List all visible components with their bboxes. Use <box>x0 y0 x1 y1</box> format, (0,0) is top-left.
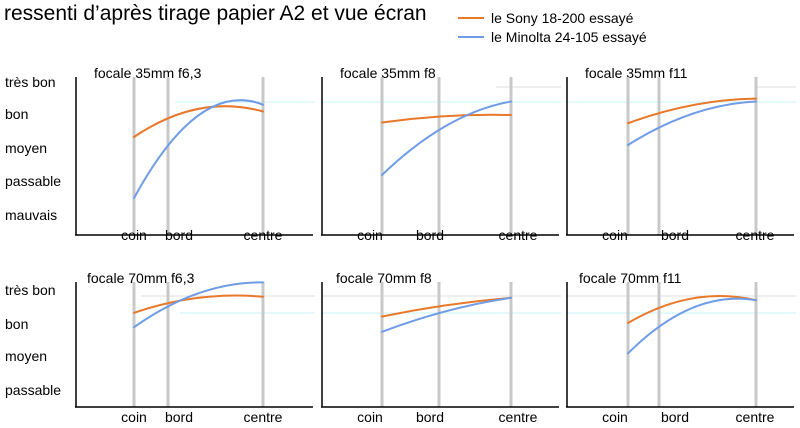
minolta-curve <box>381 100 512 176</box>
sony-curve <box>133 105 264 138</box>
panel-70mm-f8: focale 70mm f8 coin bord centre <box>321 270 561 428</box>
x-tick-bord: bord <box>415 227 445 243</box>
x-tick-centre: centre <box>243 227 283 243</box>
legend: le Sony 18-200 essayé le Minolta 24-105 … <box>458 8 647 46</box>
legend-item-sony: le Sony 18-200 essayé <box>458 8 647 27</box>
x-tick-bord: bord <box>660 227 690 243</box>
sony-curve <box>627 295 757 324</box>
y-label-moyen: moyen <box>5 140 48 156</box>
panel-35mm-f11: focale 35mm f11 coin bord centre <box>566 65 796 250</box>
y-label-tres-bon: très bon <box>5 74 56 90</box>
x-tick-coin: coin <box>602 227 628 243</box>
minolta-curve <box>627 100 757 146</box>
x-tick-centre: centre <box>735 409 775 425</box>
panel-title: focale 35mm f6,3 <box>94 65 202 81</box>
minolta-curve <box>627 297 757 355</box>
panel-70mm-f6-3: focale 70mm f6,3 coin bord centre <box>75 270 315 428</box>
x-tick-centre: centre <box>243 409 283 425</box>
panel-title: focale 70mm f11 <box>579 270 682 286</box>
sony-curve <box>381 113 512 124</box>
panel-plot <box>321 77 561 236</box>
x-tick-bord: bord <box>415 409 445 425</box>
legend-swatch-sony <box>458 16 484 19</box>
y-label-bon: bon <box>5 106 29 122</box>
x-tick-coin: coin <box>357 227 383 243</box>
x-tick-coin: coin <box>121 227 147 243</box>
chart-title: ressenti d’après tirage papier A2 et vue… <box>4 2 427 25</box>
y-label-tres-bon-2: très bon <box>5 282 56 298</box>
panel-70mm-f11: focale 70mm f11 coin bord centre <box>566 270 796 428</box>
y-label-mauvais: mauvais <box>5 207 58 223</box>
minolta-curve <box>133 99 264 200</box>
x-tick-coin: coin <box>357 409 383 425</box>
x-tick-coin: coin <box>602 409 628 425</box>
panel-plot <box>75 281 315 408</box>
panel-plot <box>321 282 561 408</box>
panel-plot <box>566 282 796 408</box>
x-tick-bord: bord <box>164 227 194 243</box>
legend-item-minolta: le Minolta 24-105 essayé <box>458 27 647 46</box>
x-tick-centre: centre <box>735 227 775 243</box>
x-tick-centre: centre <box>498 227 538 243</box>
minolta-curve <box>133 281 264 329</box>
legend-label-minolta: le Minolta 24-105 essayé <box>491 28 647 45</box>
x-tick-bord: bord <box>164 409 194 425</box>
y-label-passable: passable <box>5 173 62 189</box>
x-tick-centre: centre <box>498 409 538 425</box>
y-label-moyen-2: moyen <box>5 348 48 364</box>
panel-plot <box>75 77 315 236</box>
legend-swatch-minolta <box>458 35 484 38</box>
panel-35mm-f8: focale 35mm f8 coin bord centre <box>321 65 561 250</box>
panel-title: focale 35mm f8 <box>340 65 436 81</box>
x-tick-bord: bord <box>660 409 690 425</box>
panel-plot <box>566 77 796 236</box>
legend-label-sony: le Sony 18-200 essayé <box>491 9 634 26</box>
y-label-bon-2: bon <box>5 316 29 332</box>
minolta-curve <box>381 296 512 333</box>
x-tick-coin: coin <box>121 409 147 425</box>
panel-35mm-f6-3: focale 35mm f6,3 coin bord centre <box>75 65 315 250</box>
sony-curve <box>627 97 757 125</box>
panel-title: focale 70mm f8 <box>336 270 432 286</box>
sony-curve <box>133 294 264 314</box>
y-label-passable-2: passable <box>5 382 62 398</box>
panel-title: focale 35mm f11 <box>585 65 688 81</box>
